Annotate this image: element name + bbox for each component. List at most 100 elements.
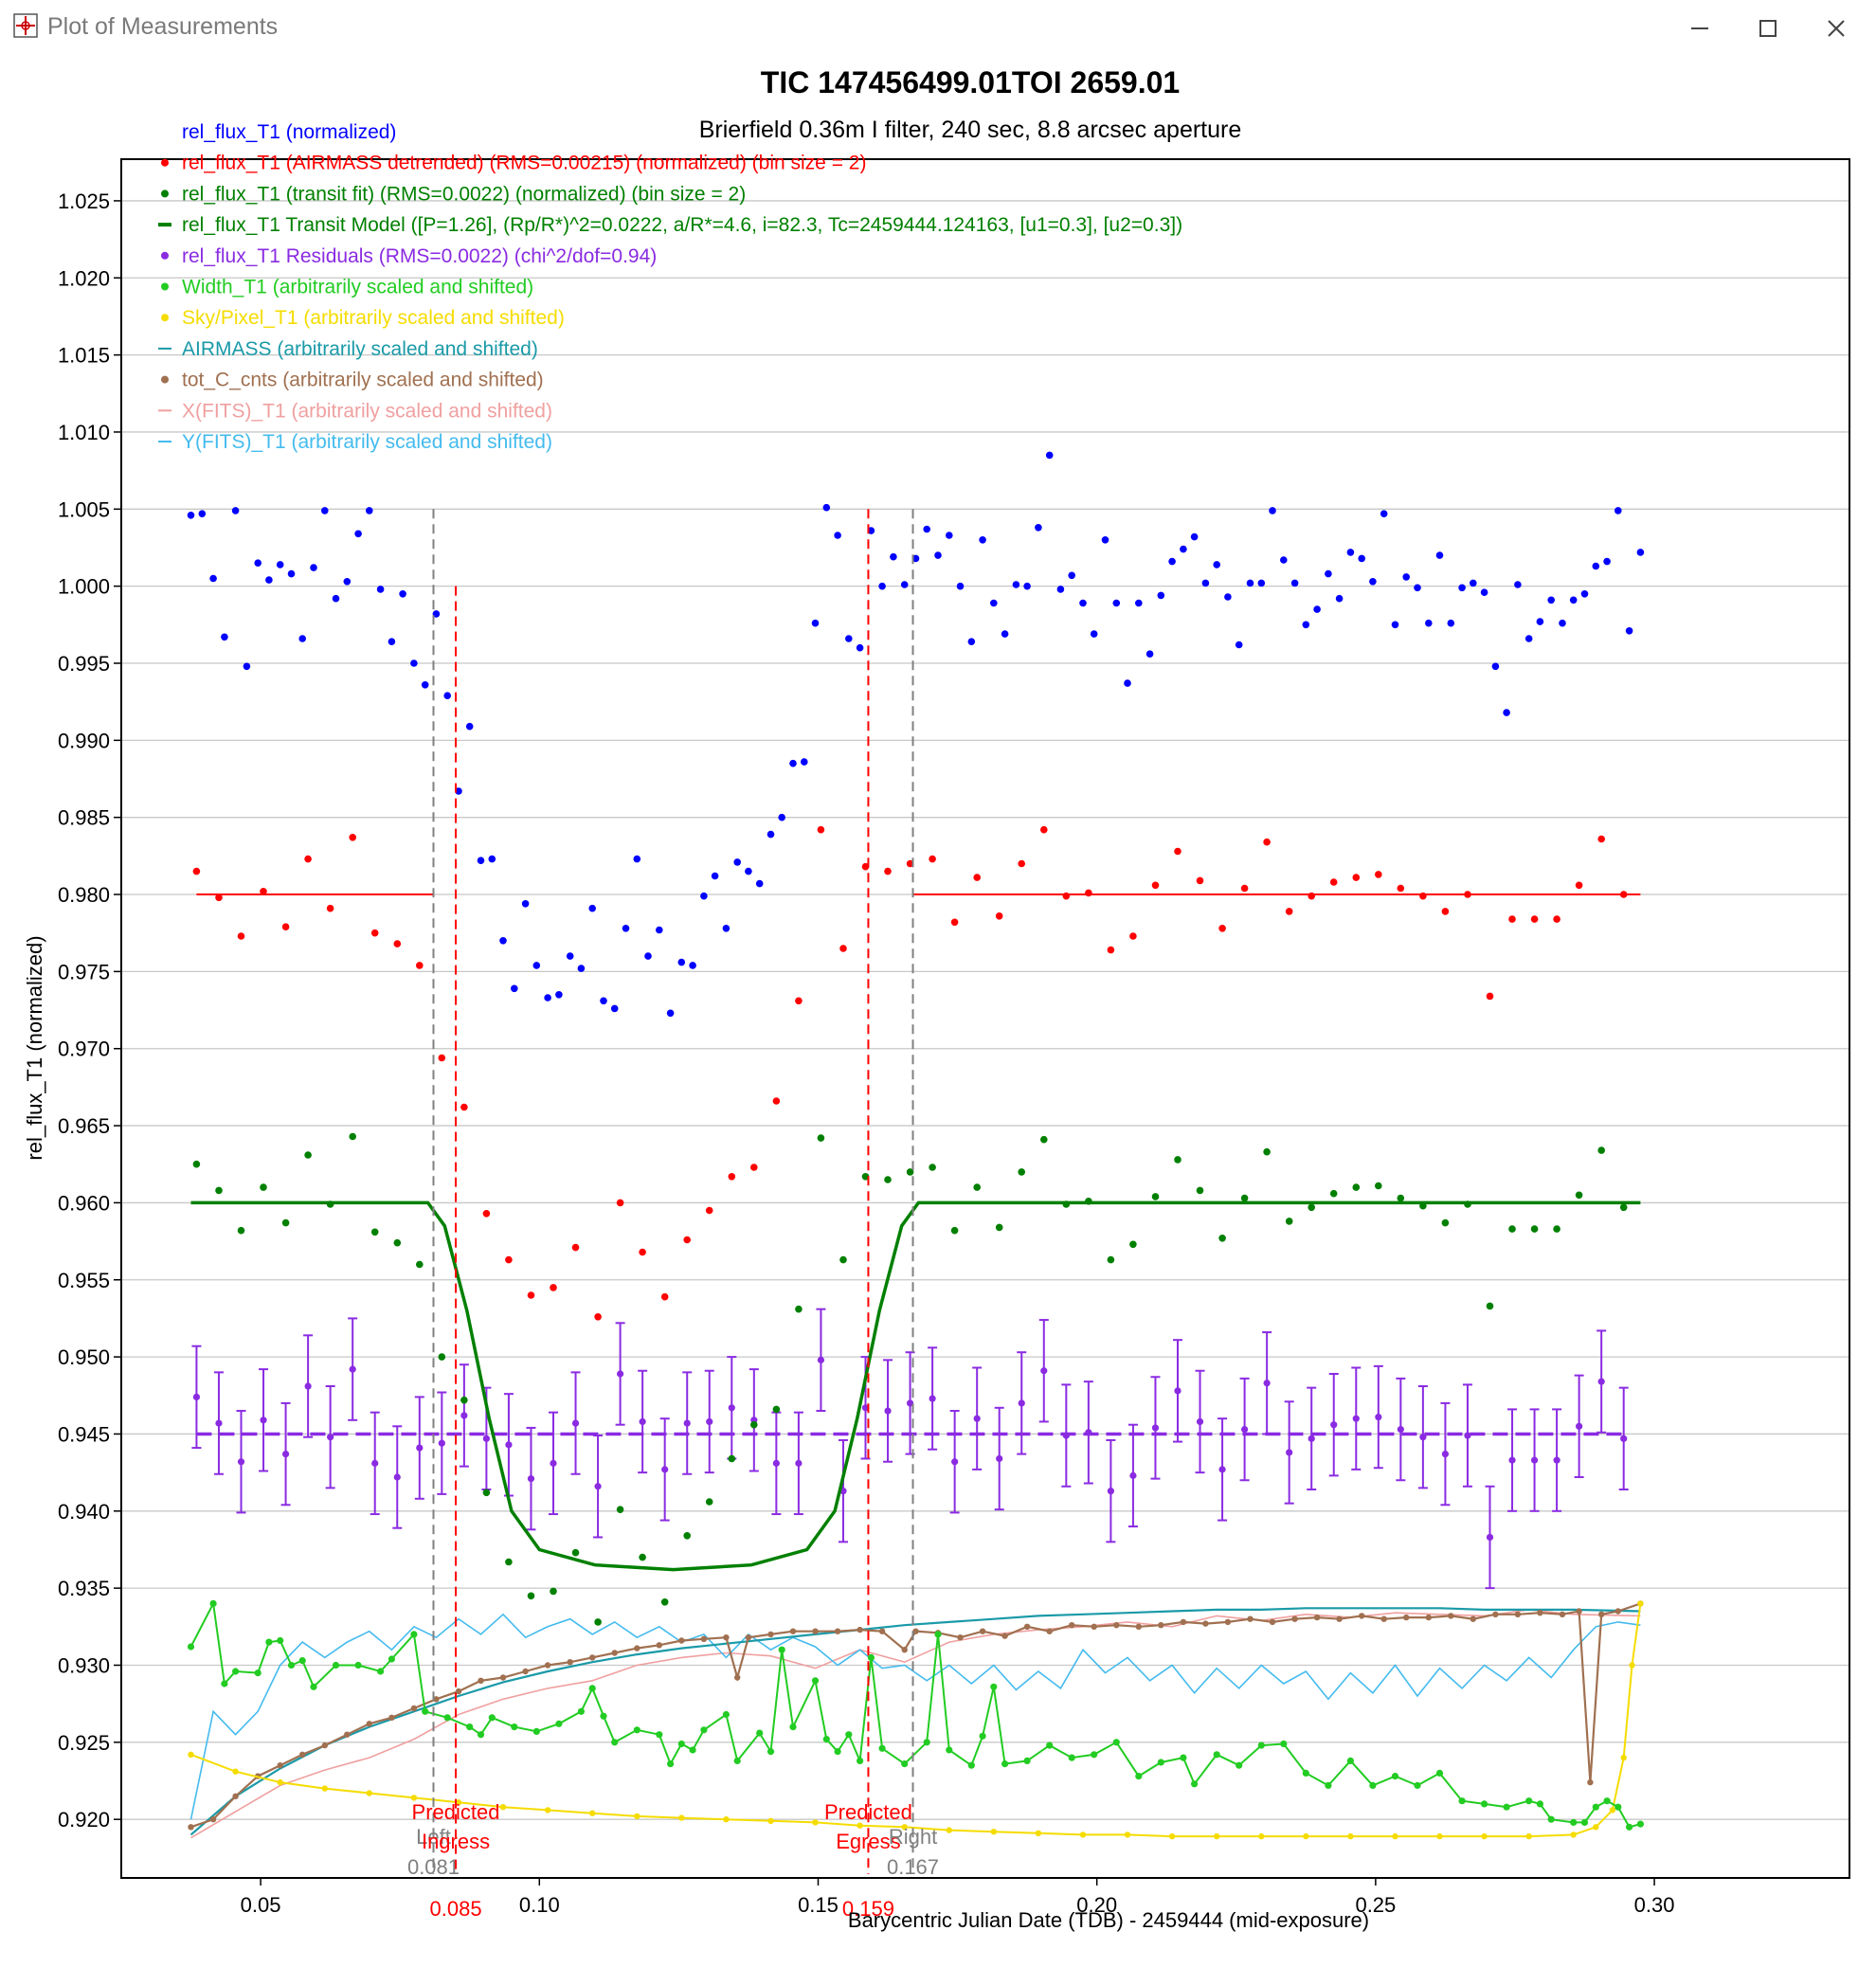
tot-c-cnts-point — [1587, 1778, 1594, 1786]
tot-c-cnts-point — [1091, 1623, 1097, 1631]
width-point — [1592, 1803, 1599, 1811]
residual-point — [973, 1415, 981, 1422]
tot-c-cnts-point — [723, 1634, 730, 1641]
legend-entry: AIRMASS (arbitrarily scaled and shifted) — [182, 338, 538, 360]
transit-fit-point — [1196, 1186, 1204, 1195]
rel-flux-point — [1414, 584, 1421, 592]
sky-pixel-point — [1481, 1832, 1488, 1840]
rel-flux-point — [354, 530, 362, 538]
width-point — [667, 1760, 675, 1768]
rel-flux-point — [388, 638, 396, 645]
rel-flux-point — [644, 952, 652, 960]
width-point — [1603, 1797, 1611, 1805]
sky-pixel-point — [901, 1824, 908, 1831]
width-point — [1614, 1803, 1622, 1811]
width-point — [588, 1685, 596, 1692]
detrended-point — [416, 962, 424, 969]
detrended-point — [929, 855, 936, 863]
width-point — [1157, 1759, 1164, 1766]
width-point — [811, 1677, 820, 1685]
width-point — [332, 1661, 340, 1669]
detrended-point — [1619, 891, 1628, 898]
transit-fit-point — [505, 1558, 513, 1566]
detrended-point — [772, 1097, 781, 1105]
width-point — [700, 1726, 708, 1734]
rel-flux-point — [778, 813, 785, 821]
transit-fit-point — [1486, 1302, 1494, 1310]
width-point — [1302, 1769, 1309, 1777]
detrended-point — [1375, 871, 1382, 878]
width-point — [310, 1683, 317, 1690]
detrended-point — [1530, 915, 1539, 923]
rel-flux-point — [521, 900, 530, 908]
rel-flux-point — [1625, 627, 1633, 635]
rel-flux-point — [689, 962, 696, 969]
rel-flux-point — [622, 925, 630, 932]
detrended-point — [482, 1210, 491, 1218]
width-point — [488, 1714, 496, 1722]
residual-point — [571, 1419, 580, 1427]
residual-point — [438, 1439, 445, 1447]
legend-entry: Y(FITS)_T1 (arbitrarily scaled and shift… — [182, 431, 552, 453]
maximize-button[interactable] — [1738, 6, 1798, 47]
residual-point — [1308, 1435, 1315, 1442]
y-tick-label: 0.965 — [58, 1114, 110, 1138]
transit-fit-point — [1240, 1194, 1249, 1202]
rel-flux-point — [455, 787, 462, 795]
detrended-point — [795, 997, 803, 1005]
tot-c-cnts-point — [611, 1650, 618, 1656]
transit-fit-point — [550, 1587, 557, 1596]
width-point — [867, 1653, 875, 1661]
rel-flux-point — [1290, 579, 1299, 587]
residual-point — [929, 1395, 936, 1402]
sky-pixel-point — [1609, 1807, 1616, 1814]
rel-flux-point — [1559, 619, 1566, 627]
residual-point — [505, 1441, 513, 1449]
detrended-point — [950, 918, 959, 927]
tot-c-cnts-point — [1336, 1615, 1343, 1622]
width-point — [633, 1726, 640, 1734]
width-point — [600, 1712, 607, 1720]
rel-flux-point — [511, 984, 518, 993]
rel-flux-point — [1180, 545, 1187, 553]
width-point — [377, 1668, 385, 1675]
width-point — [767, 1748, 775, 1756]
y-tick-label: 0.970 — [58, 1038, 110, 1061]
minimize-button[interactable] — [1669, 6, 1730, 47]
detrended-point — [861, 862, 870, 871]
detrended-point — [1397, 884, 1405, 893]
detrended-point — [750, 1164, 758, 1171]
rel-flux-point — [488, 855, 496, 863]
rel-flux-point — [990, 599, 998, 607]
transit-fit-point — [482, 1489, 491, 1497]
y-tick-label: 0.975 — [58, 960, 110, 984]
residual-point — [1576, 1422, 1583, 1430]
transit-fit-point — [683, 1532, 691, 1540]
detrended-point — [281, 923, 290, 930]
sky-pixel-point — [1629, 1662, 1635, 1669]
rel-flux-point — [410, 659, 418, 667]
rel-flux-point — [1135, 599, 1143, 607]
width-point — [1458, 1797, 1466, 1805]
residual-point — [260, 1417, 267, 1424]
rel-flux-point — [1023, 582, 1031, 590]
detrended-point — [1129, 932, 1137, 940]
width-point — [946, 1746, 953, 1754]
rel-flux-point — [1470, 579, 1477, 587]
rel-flux-point — [376, 586, 385, 593]
detrended-point — [215, 893, 223, 902]
rel-flux-point — [1514, 581, 1522, 588]
transit-fit-point — [660, 1598, 669, 1606]
rel-flux-point — [700, 892, 708, 900]
rel-flux-point — [845, 635, 853, 642]
residual-point — [527, 1475, 535, 1483]
tot-c-cnts-point — [1514, 1611, 1522, 1618]
detrended-point — [1308, 892, 1315, 900]
rel-flux-point — [231, 507, 240, 514]
close-button[interactable] — [1806, 6, 1867, 47]
residual-point — [1352, 1415, 1360, 1422]
sky-pixel-point — [188, 1751, 194, 1759]
width-point — [845, 1731, 853, 1739]
y-tick-label: 1.020 — [58, 266, 110, 290]
detrended-point — [1196, 876, 1204, 885]
